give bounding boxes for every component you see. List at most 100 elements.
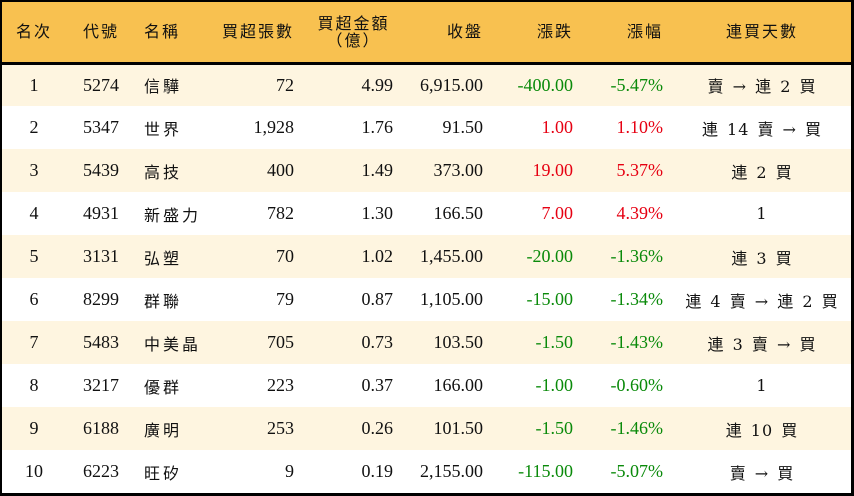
cell-rank: 1	[29, 74, 39, 95]
cell-change-pct: 4.39%	[616, 203, 664, 223]
cell-consecutive-days: 賣 → 買	[729, 463, 795, 483]
cell-close: 101.50	[433, 418, 484, 438]
table-row[interactable]: 10 6223 旺矽 9 0.19 2,155.00 -115.00 -5.07…	[2, 450, 851, 493]
cell-code: 5347	[83, 117, 119, 137]
cell-change-pct: 1.10%	[616, 117, 664, 137]
cell-net-buy-lots: 70	[276, 246, 294, 266]
cell-code: 6188	[83, 418, 119, 438]
cell-name: 群聯	[144, 291, 183, 311]
cell-rank: 5	[29, 246, 39, 266]
table-row[interactable]: 1 5274 信驊 72 4.99 6,915.00 -400.00 -5.47…	[2, 63, 851, 106]
cell-code: 8299	[83, 289, 119, 309]
table-row[interactable]: 5 3131 弘塑 70 1.02 1,455.00 -20.00 -1.36%…	[2, 235, 851, 278]
header-change-pct[interactable]: 漲幅	[583, 2, 673, 65]
table-header-row: 名次 代號 名稱 買超張數 買超金額 （億） 收盤 漲跌 漲幅 連買天數	[2, 2, 851, 65]
header-change[interactable]: 漲跌	[493, 2, 583, 65]
cell-consecutive-days: 1	[756, 376, 768, 395]
table-row[interactable]: 6 8299 群聯 79 0.87 1,105.00 -15.00 -1.34%…	[2, 278, 851, 321]
table-row[interactable]: 3 5439 高技 400 1.49 373.00 19.00 5.37% 連 …	[2, 149, 851, 192]
cell-name: 旺矽	[144, 463, 183, 483]
header-name[interactable]: 名稱	[136, 2, 214, 65]
cell-rank: 10	[25, 461, 43, 481]
cell-code: 5439	[83, 160, 119, 180]
cell-code: 5274	[83, 74, 119, 95]
cell-change: -1.50	[535, 332, 574, 352]
cell-close: 1,455.00	[420, 246, 483, 266]
cell-net-buy-amount: 0.19	[361, 461, 394, 481]
cell-rank: 7	[29, 332, 39, 352]
cell-rank: 3	[29, 160, 39, 180]
cell-net-buy-lots: 253	[267, 418, 294, 438]
cell-consecutive-days: 連 10 買	[725, 420, 799, 440]
header-consecutive-days[interactable]: 連買天數	[673, 2, 851, 65]
cell-name: 信驊	[144, 77, 183, 97]
header-code[interactable]: 代號	[66, 2, 136, 65]
cell-change: -1.00	[535, 375, 574, 395]
cell-code: 4931	[83, 203, 119, 223]
cell-name: 優群	[144, 377, 183, 397]
cell-name: 新盛力	[144, 205, 202, 225]
cell-code: 6223	[83, 461, 119, 481]
cell-change: -115.00	[518, 461, 573, 481]
cell-net-buy-amount: 1.30	[361, 203, 394, 223]
header-rank[interactable]: 名次	[2, 2, 66, 65]
cell-net-buy-lots: 72	[276, 74, 294, 95]
table-row[interactable]: 9 6188 廣明 253 0.26 101.50 -1.50 -1.46% 連…	[2, 407, 851, 450]
cell-change: -1.50	[535, 418, 574, 438]
cell-net-buy-lots: 705	[267, 332, 294, 352]
cell-net-buy-amount: 4.99	[361, 74, 394, 95]
cell-code: 3217	[83, 375, 119, 395]
cell-change-pct: -5.47%	[610, 74, 664, 95]
cell-name: 中美晶	[144, 334, 202, 354]
table-row[interactable]: 8 3217 優群 223 0.37 166.00 -1.00 -0.60% 1	[2, 364, 851, 407]
cell-consecutive-days: 連 2 買	[731, 162, 793, 182]
cell-name: 世界	[144, 119, 183, 139]
cell-rank: 9	[29, 418, 39, 438]
cell-rank: 8	[29, 375, 39, 395]
cell-change: -400.00	[517, 74, 574, 95]
cell-change-pct: -0.60%	[610, 375, 664, 395]
cell-change: 1.00	[541, 117, 574, 137]
cell-close: 103.50	[433, 332, 484, 352]
cell-change-pct: -5.07%	[610, 461, 664, 481]
header-net-buy-amount[interactable]: 買超金額 （億）	[304, 2, 403, 65]
cell-code: 5483	[83, 332, 119, 352]
cell-change: -20.00	[526, 246, 574, 266]
cell-net-buy-lots: 1,928	[253, 117, 295, 137]
cell-net-buy-amount: 1.76	[361, 117, 394, 137]
cell-change-pct: -1.36%	[610, 246, 664, 266]
cell-net-buy-amount: 0.26	[361, 418, 394, 438]
cell-net-buy-lots: 79	[276, 289, 294, 309]
cell-name: 廣明	[144, 420, 183, 440]
cell-consecutive-days: 賣 → 連 2 買	[707, 77, 817, 97]
table-row[interactable]: 4 4931 新盛力 782 1.30 166.50 7.00 4.39% 1	[2, 192, 851, 235]
cell-close: 2,155.00	[420, 461, 483, 481]
cell-consecutive-days: 連 14 賣 → 買	[701, 119, 823, 139]
header-net-buy-lots[interactable]: 買超張數	[214, 2, 304, 65]
table-row[interactable]: 7 5483 中美晶 705 0.73 103.50 -1.50 -1.43% …	[2, 321, 851, 364]
cell-close: 166.00	[433, 375, 484, 395]
cell-net-buy-lots: 782	[267, 203, 294, 223]
cell-net-buy-lots: 400	[267, 160, 294, 180]
cell-consecutive-days: 1	[756, 204, 768, 223]
cell-close: 6,915.00	[420, 74, 483, 95]
header-close[interactable]: 收盤	[403, 2, 493, 65]
cell-net-buy-amount: 0.87	[361, 289, 394, 309]
cell-change-pct: -1.43%	[610, 332, 664, 352]
cell-close: 166.50	[433, 203, 484, 223]
cell-code: 3131	[83, 246, 119, 266]
cell-change: 7.00	[541, 203, 574, 223]
cell-change-pct: -1.46%	[610, 418, 664, 438]
cell-net-buy-lots: 9	[285, 461, 294, 481]
cell-net-buy-amount: 1.49	[361, 160, 394, 180]
cell-change-pct: -1.34%	[610, 289, 664, 309]
cell-change: -15.00	[526, 289, 574, 309]
cell-net-buy-amount: 1.02	[361, 246, 394, 266]
header-net-buy-amount-line1: 買超金額	[317, 13, 390, 33]
cell-change: 19.00	[532, 160, 574, 180]
cell-name: 高技	[144, 162, 183, 182]
table-row[interactable]: 2 5347 世界 1,928 1.76 91.50 1.00 1.10% 連 …	[2, 106, 851, 149]
cell-net-buy-lots: 223	[267, 375, 294, 395]
